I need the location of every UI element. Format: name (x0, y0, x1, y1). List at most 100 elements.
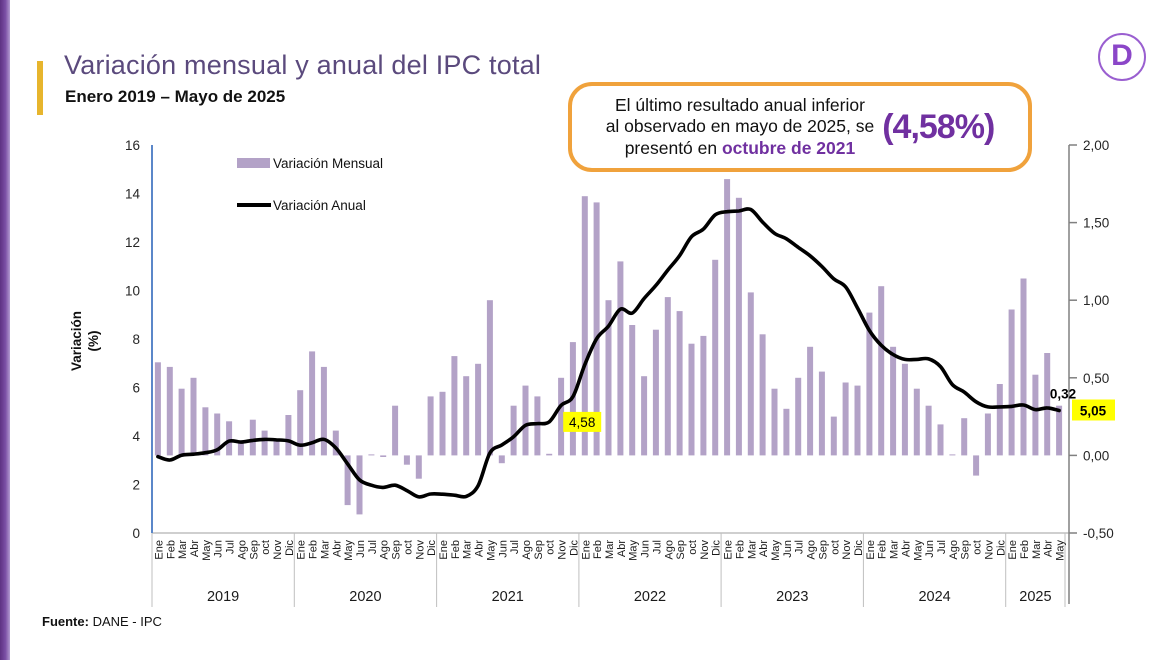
svg-text:oct: oct (829, 540, 841, 555)
svg-text:Jun: Jun (640, 540, 652, 558)
svg-text:Abr: Abr (1043, 540, 1055, 557)
page-subtitle: Enero 2019 – Mayo de 2025 (65, 87, 286, 106)
svg-text:Dic: Dic (711, 540, 723, 556)
svg-text:5,05: 5,05 (1080, 404, 1107, 419)
year-separators (151, 533, 1066, 607)
left-accent-strip (0, 0, 10, 660)
svg-text:Mar: Mar (177, 540, 189, 559)
svg-text:Feb: Feb (1019, 540, 1031, 559)
svg-text:Jul: Jul (509, 540, 521, 554)
callout-date-highlight: octubre de 2021 (721, 137, 856, 158)
callout-box: El último resultado anual inferior al ob… (568, 82, 1032, 172)
svg-text:Feb: Feb (165, 540, 177, 559)
svg-text:2,00: 2,00 (1083, 138, 1109, 153)
svg-text:1,00: 1,00 (1083, 293, 1109, 308)
svg-text:Ago: Ago (236, 540, 248, 560)
svg-text:Feb: Feb (308, 540, 320, 559)
svg-text:Mar: Mar (462, 540, 474, 559)
svg-text:Abr: Abr (616, 540, 628, 557)
svg-text:Dic: Dic (995, 540, 1007, 556)
svg-text:Sep: Sep (675, 540, 687, 560)
svg-text:Nov: Nov (841, 540, 853, 560)
monthly-bar-swatch (237, 158, 270, 168)
svg-text:2025: 2025 (1019, 589, 1051, 605)
svg-text:1,50: 1,50 (1083, 216, 1109, 231)
monthly-bars (154, 179, 1063, 515)
month-labels: Ene Feb Mar Abr May Jun Jul Ago Sep oct Nov Dic Ene F… (153, 540, 1066, 561)
svg-text:Ago: Ago (663, 540, 675, 560)
legend-label-monthly: Variación Mensual (273, 155, 384, 171)
svg-text:6: 6 (132, 381, 140, 396)
svg-text:Ene: Ene (865, 540, 877, 560)
svg-text:May: May (485, 540, 497, 561)
svg-text:Sep: Sep (391, 540, 403, 560)
svg-text:12: 12 (125, 235, 140, 250)
svg-text:Sep: Sep (248, 540, 260, 560)
svg-text:Jun: Jun (782, 540, 794, 558)
callout-line2: al observado en mayo de 2025, se (605, 116, 875, 137)
svg-text:Dic: Dic (284, 540, 296, 556)
svg-text:May: May (628, 540, 640, 561)
svg-text:Mar: Mar (1031, 540, 1043, 559)
svg-text:Ago: Ago (379, 540, 391, 560)
svg-text:Jul: Jul (794, 540, 806, 554)
svg-text:Jul: Jul (367, 540, 379, 554)
svg-text:Mar: Mar (319, 540, 331, 559)
right-axis-ticks: -0,50 0,00 0,50 1,00 1,50 2,00 (1083, 138, 1114, 541)
svg-text:16: 16 (125, 138, 140, 153)
svg-text:oct: oct (402, 540, 414, 555)
svg-text:14: 14 (125, 187, 141, 202)
svg-text:Feb: Feb (592, 540, 604, 559)
callout-text: El último resultado anual inferior al ob… (606, 95, 875, 160)
svg-text:2021: 2021 (492, 589, 524, 605)
point-labels: 4,58 0,32 5,05 (563, 387, 1115, 432)
svg-text:2: 2 (132, 478, 140, 493)
svg-text:Nov: Nov (557, 540, 569, 560)
svg-text:Sep: Sep (533, 540, 545, 560)
svg-text:May: May (912, 540, 924, 561)
svg-text:Ene: Ene (723, 540, 735, 560)
svg-text:Abr: Abr (758, 540, 770, 557)
svg-text:Nov: Nov (272, 540, 284, 560)
svg-text:oct: oct (972, 540, 984, 555)
svg-text:Ene: Ene (1007, 540, 1019, 560)
svg-text:Mar: Mar (746, 540, 758, 559)
svg-text:2019: 2019 (207, 589, 239, 605)
year-labels: 2019 2020 2021 2022 2023 2024 2025 (207, 589, 1052, 605)
svg-text:May: May (343, 540, 355, 561)
callout-value: (4,58%) (882, 107, 995, 146)
svg-text:May: May (1055, 540, 1067, 561)
svg-text:Jul: Jul (651, 540, 663, 554)
svg-text:Abr: Abr (189, 540, 201, 557)
svg-text:4,58: 4,58 (569, 415, 595, 430)
annual-line-swatch (237, 203, 271, 207)
svg-text:Dic: Dic (853, 540, 865, 556)
svg-text:May: May (201, 540, 213, 561)
svg-text:Nov: Nov (699, 540, 711, 560)
svg-text:Abr: Abr (900, 540, 912, 557)
source-text: DANE - IPC (88, 614, 162, 629)
svg-text:2023: 2023 (776, 589, 808, 605)
svg-text:Feb: Feb (877, 540, 889, 559)
svg-text:10: 10 (125, 284, 140, 299)
svg-text:Ago: Ago (806, 540, 818, 560)
legend-item-monthly: Variación Mensual (237, 152, 383, 174)
source-note: Fuente: DANE - IPC (42, 614, 162, 629)
chart-legend: Variación Mensual Variación Anual (237, 152, 383, 236)
legend-item-annual: Variación Anual (237, 194, 383, 216)
svg-text:Abr: Abr (474, 540, 486, 557)
svg-text:Abr: Abr (331, 540, 343, 557)
svg-text:Jul: Jul (936, 540, 948, 554)
svg-text:oct: oct (545, 540, 557, 555)
svg-text:Ene: Ene (296, 540, 308, 560)
page-title: Variación mensual y anual del IPC total (64, 50, 542, 80)
svg-text:0,00: 0,00 (1083, 448, 1109, 463)
svg-text:Dic: Dic (426, 540, 438, 556)
svg-text:4: 4 (132, 429, 140, 444)
dane-logo: D (1098, 33, 1146, 81)
svg-text:2020: 2020 (349, 589, 381, 605)
svg-text:Jun: Jun (355, 540, 367, 558)
svg-text:Ago: Ago (948, 540, 960, 560)
